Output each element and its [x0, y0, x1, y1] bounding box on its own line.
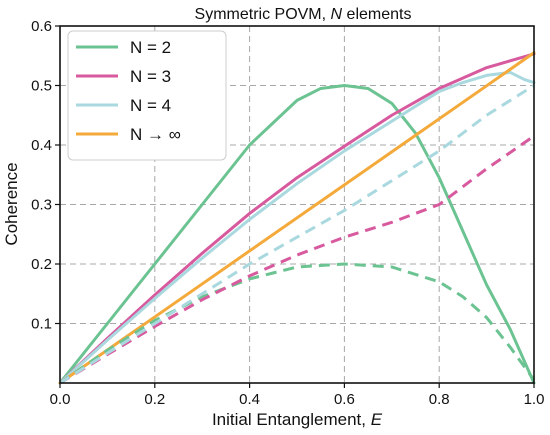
series-line-solid-1	[58, 52, 536, 385]
x-tick-label: 0.2	[144, 391, 165, 408]
series-line-dashed-5	[59, 134, 535, 385]
y-tick-label: 0.6	[31, 18, 52, 35]
x-axis-label: Initial Entanglement, E	[212, 410, 383, 429]
x-tick-label: 0.8	[429, 391, 450, 408]
legend-label: N = 2	[130, 38, 171, 57]
series-line-solid-3	[58, 51, 536, 385]
legend-label: N → ∞	[130, 125, 181, 144]
series-line-solid-0	[58, 84, 536, 385]
y-tick-label: 0.3	[31, 197, 52, 214]
x-tick-label: 0.0	[50, 391, 71, 408]
series-line-dashed-4	[59, 262, 536, 385]
legend-label: N = 4	[130, 96, 171, 115]
chart-title: Symmetric POVM, N elements	[195, 6, 412, 23]
legend: N = 2 N = 3 N = 4 N → ∞	[67, 30, 227, 161]
x-axis-ticks: 0.0 0.2 0.4 0.6 0.8 1.0	[50, 383, 545, 408]
y-tick-label: 0.1	[31, 316, 52, 333]
series-lines	[58, 51, 536, 385]
y-axis-label: Coherence	[2, 162, 21, 245]
x-tick-label: 0.6	[334, 391, 355, 408]
y-tick-label: 0.5	[31, 78, 52, 95]
x-tick-label: 1.0	[524, 391, 545, 408]
y-tick-label: 0.2	[31, 256, 52, 273]
x-tick-label: 0.4	[239, 391, 260, 408]
series-line-dashed-6	[59, 84, 535, 385]
y-axis-ticks: 0.1 0.2 0.3 0.4 0.5 0.6	[31, 18, 60, 333]
y-tick-label: 0.4	[31, 137, 52, 154]
legend-label: N = 3	[130, 67, 171, 86]
legend-box	[67, 30, 227, 161]
